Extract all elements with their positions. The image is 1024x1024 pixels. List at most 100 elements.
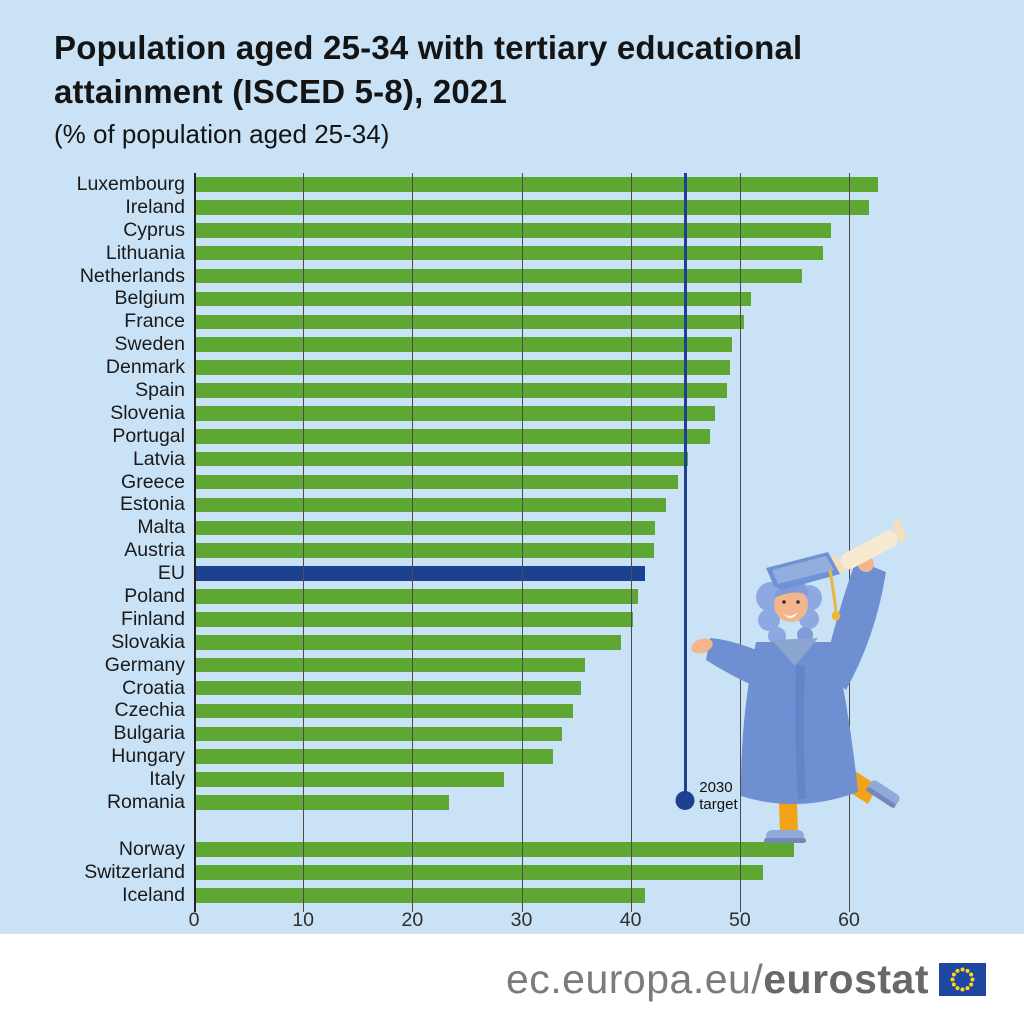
x-tick-label: 30 [510, 909, 533, 931]
bar-row: Romania [44, 791, 980, 814]
x-tick-label: 60 [838, 909, 860, 931]
bar-track [194, 654, 980, 677]
value-bar [195, 497, 666, 513]
country-label: Germany [104, 653, 185, 676]
bar-track [194, 516, 980, 539]
bar-row: Finland [44, 608, 980, 631]
value-bar [195, 428, 711, 444]
bar-row: Latvia [44, 448, 980, 471]
bar-track [194, 287, 980, 310]
bar-row: Ireland [44, 196, 980, 219]
value-bar [195, 383, 727, 398]
value-bar [195, 291, 751, 307]
url-regular: ec.europa.eu/ [505, 955, 764, 1002]
flag-star [960, 987, 965, 991]
x-tick-label: 20 [401, 909, 424, 931]
country-label: EU [157, 562, 185, 585]
country-label: Croatia [122, 676, 185, 699]
value-bar [195, 406, 715, 421]
value-bar [195, 635, 621, 650]
bar-row: Italy [44, 768, 980, 791]
bar-track [194, 219, 980, 242]
bar-track [194, 265, 980, 288]
bar-row: EU [44, 562, 980, 585]
flag-star [965, 968, 970, 973]
graduate-left-hand [691, 638, 713, 654]
value-bar [195, 795, 450, 810]
value-bar [195, 520, 655, 536]
bar-track [194, 791, 980, 814]
country-label: Netherlands [79, 264, 185, 287]
country-label: Greece [121, 470, 185, 493]
value-bar [195, 222, 832, 238]
country-label: Ireland [125, 195, 185, 218]
country-label: Lithuania [105, 241, 185, 264]
graduate-raised-arm [824, 560, 886, 690]
graduate-eye-right [796, 600, 800, 604]
title-block: Population aged 25-34 with tertiary educ… [54, 26, 974, 152]
bar-row: Poland [44, 585, 980, 608]
graduate-gown-fold [795, 664, 806, 800]
chart-title-line2: attainment (ISCED 5-8), 2021 [54, 73, 508, 110]
country-label: Portugal [112, 424, 185, 447]
value-bar [195, 703, 573, 719]
graduation-cap-icon [766, 552, 841, 621]
flag-star [950, 977, 955, 981]
country-label: Norway [118, 837, 185, 860]
graduate-eye-left [782, 600, 786, 604]
value-bar [195, 360, 730, 375]
bar-track [194, 242, 980, 265]
bar-track [194, 585, 980, 608]
country-label: Czechia [114, 699, 185, 722]
bar-track [194, 861, 980, 884]
bar-track [194, 493, 980, 516]
x-tick-label: 40 [619, 909, 642, 931]
bar-row: Norway [44, 838, 980, 861]
bar-row: Sweden [44, 333, 980, 356]
bar-row: Belgium [44, 287, 980, 310]
flag-star [951, 982, 956, 986]
flag-star [955, 968, 960, 973]
eu-highlight-bar [195, 566, 645, 581]
bar-row: Greece [44, 471, 980, 494]
flag-star [969, 972, 974, 976]
country-label: Iceland [122, 883, 185, 906]
value-bar [195, 865, 763, 880]
value-bar [195, 772, 504, 787]
bar-track [194, 539, 980, 562]
bar-track [194, 631, 980, 654]
chart-title-line1: Population aged 25-34 with tertiary educ… [54, 29, 803, 66]
bar-track [194, 379, 980, 402]
country-label: Estonia [119, 493, 185, 516]
bar-row: Slovenia [44, 402, 980, 425]
country-label: Switzerland [84, 860, 185, 883]
bar-row: Spain [44, 379, 980, 402]
bar-track [194, 333, 980, 356]
country-label: Sweden [114, 333, 185, 356]
x-tick-label: 0 [188, 909, 200, 931]
flag-star [965, 985, 970, 990]
bar-track [194, 425, 980, 448]
value-bar [195, 612, 633, 627]
value-bar [195, 589, 639, 604]
country-label: Italy [149, 768, 185, 791]
value-bar [195, 200, 869, 215]
bar-track [194, 196, 980, 219]
bar-track [194, 884, 980, 907]
value-bar [195, 314, 745, 330]
bar-track [194, 608, 980, 631]
country-label: Slovenia [110, 401, 185, 424]
country-label: Finland [121, 607, 185, 630]
value-bar [195, 749, 554, 765]
bar-row: Croatia [44, 677, 980, 700]
bar-row: France [44, 310, 980, 333]
value-bar [195, 842, 795, 857]
url-bold: eurostat [763, 955, 929, 1002]
eurostat-url: ec.europa.eu/eurostat [506, 956, 929, 1003]
graduate-illustration [691, 516, 908, 843]
bar-track [194, 402, 980, 425]
x-tick-label: 50 [728, 909, 751, 931]
footer-bar: ec.europa.eu/eurostat [0, 934, 1024, 1024]
bar-track [194, 173, 980, 196]
